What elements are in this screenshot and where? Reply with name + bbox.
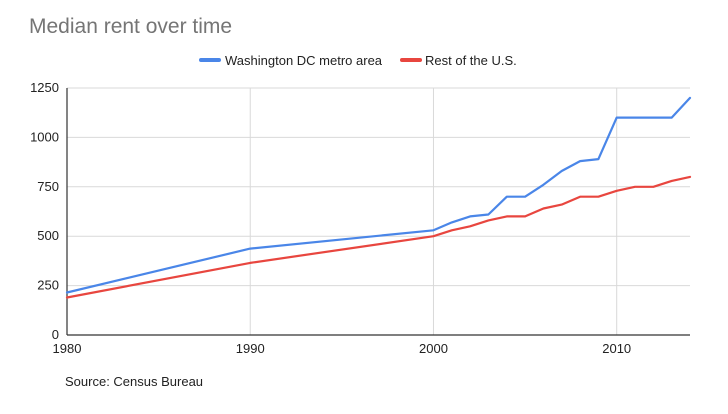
legend-label: Washington DC metro area [225,53,383,68]
axes [66,88,690,336]
x-tick-label: 2000 [419,341,448,356]
legend-item-0: Washington DC metro area [199,53,383,68]
y-tick-label: 1250 [30,80,59,95]
tick-labels: 0 250 500 750 1000 1250 1980 1990 2000 2010 [30,80,631,356]
y-tick-label: 1000 [30,129,59,144]
y-tick-label: 0 [52,327,59,342]
source-note: Source: Census Bureau [65,374,204,389]
series-line-0 [65,96,692,294]
y-tick-label: 500 [37,228,59,243]
series-line-1 [65,175,692,299]
x-tick-label: 1990 [236,341,265,356]
y-tick-label: 250 [37,278,59,293]
chart-title: Median rent over time [29,15,233,38]
legend-label: Rest of the U.S. [425,53,517,68]
x-tick-label: 1980 [53,341,82,356]
series-lines [65,96,692,299]
legend-item-1: Rest of the U.S. [400,53,517,68]
gridlines [67,87,690,335]
legend: Washington DC metro area Rest of the U.S. [199,53,517,68]
y-tick-label: 750 [37,179,59,194]
x-tick-label: 2010 [602,341,631,356]
